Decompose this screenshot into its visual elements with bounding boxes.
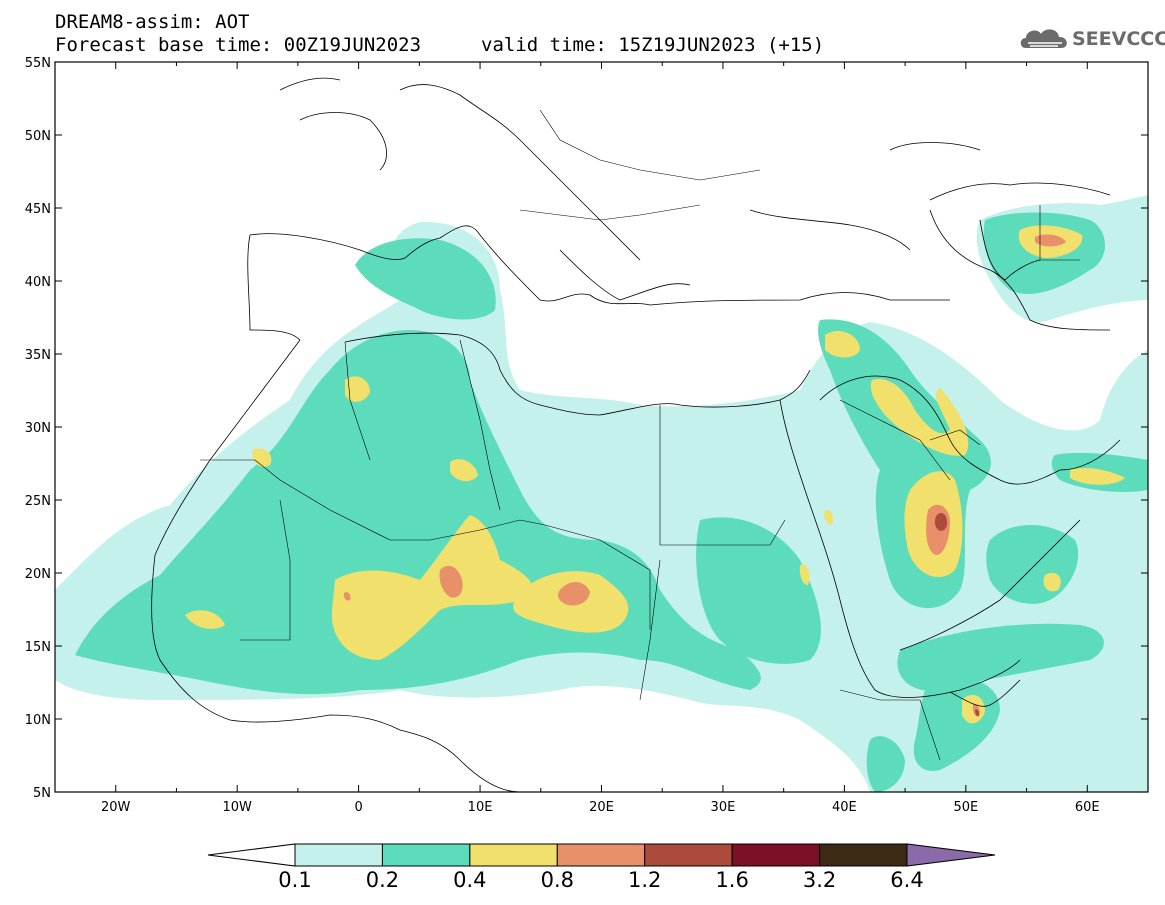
colorbar-label: 1.6	[715, 868, 748, 892]
seevccc-logo: SEEVCCC	[1018, 24, 1165, 54]
colorbar: 0.1 0.2 0.4 0.8 1.2 1.6 3.2 6.4	[207, 843, 996, 892]
colorbar-label: 3.2	[803, 868, 836, 892]
lat-tick-label: 55N	[25, 56, 51, 71]
lat-tick-label: 20N	[25, 567, 51, 582]
lat-tick-label: 10N	[25, 713, 51, 728]
logo-text: SEEVCCC	[1072, 28, 1165, 50]
map-title: DREAM8-assim: AOT	[55, 11, 250, 33]
colorbar-label: 6.4	[890, 868, 923, 892]
lat-tick-label: 5N	[33, 786, 51, 801]
colorbar-bin	[819, 843, 908, 867]
colorbar-bin	[731, 843, 821, 867]
lat-tick-label: 45N	[25, 202, 51, 217]
longitude-ticks: 20W 10W 0 10E 20E 30E 40E 50E 60E	[101, 62, 1100, 815]
colorbar-label: 0.1	[278, 868, 311, 892]
lat-tick-label: 15N	[25, 640, 51, 655]
lon-tick-label: 20W	[101, 800, 131, 815]
colorbar-label: 0.8	[541, 868, 574, 892]
valid-time: valid time: 15Z19JUN2023 (+15)	[481, 34, 825, 56]
colorbar-label: 0.4	[453, 868, 486, 892]
forecast-base-time: Forecast base time: 00Z19JUN2023	[55, 34, 422, 56]
lon-tick-label: 10E	[468, 800, 493, 815]
lon-tick-label: 10W	[222, 800, 252, 815]
lat-tick-label: 35N	[25, 348, 51, 363]
latitude-ticks: 55N 50N 45N 40N 35N 30N 25N 20N 15N 10N 5N	[25, 56, 1148, 801]
lon-tick-label: 60E	[1075, 800, 1100, 815]
colorbar-bin	[469, 843, 558, 867]
lat-tick-label: 25N	[25, 494, 51, 509]
colorbar-bin	[381, 843, 471, 867]
lon-tick-label: 50E	[953, 800, 978, 815]
country-borders	[200, 109, 1080, 761]
colorbar-label: 1.2	[628, 868, 661, 892]
aot-shading	[55, 195, 1148, 792]
colorbar-bin	[644, 843, 733, 867]
lon-tick-label: 20E	[589, 800, 614, 815]
colorbar-label: 0.2	[366, 868, 399, 892]
lon-tick-label: 40E	[832, 800, 857, 815]
colorbar-bin	[294, 843, 383, 867]
lon-tick-label: 0	[354, 800, 362, 815]
lat-tick-label: 30N	[25, 421, 51, 436]
lat-tick-label: 50N	[25, 129, 51, 144]
colorbar-bin	[556, 843, 646, 867]
cloud-icon	[1020, 29, 1067, 48]
colorbar-over-arrow	[906, 843, 996, 867]
lon-tick-label: 30E	[711, 800, 736, 815]
coastlines	[151, 77, 1121, 792]
colorbar-under-arrow	[207, 843, 296, 867]
lat-tick-label: 40N	[25, 275, 51, 290]
